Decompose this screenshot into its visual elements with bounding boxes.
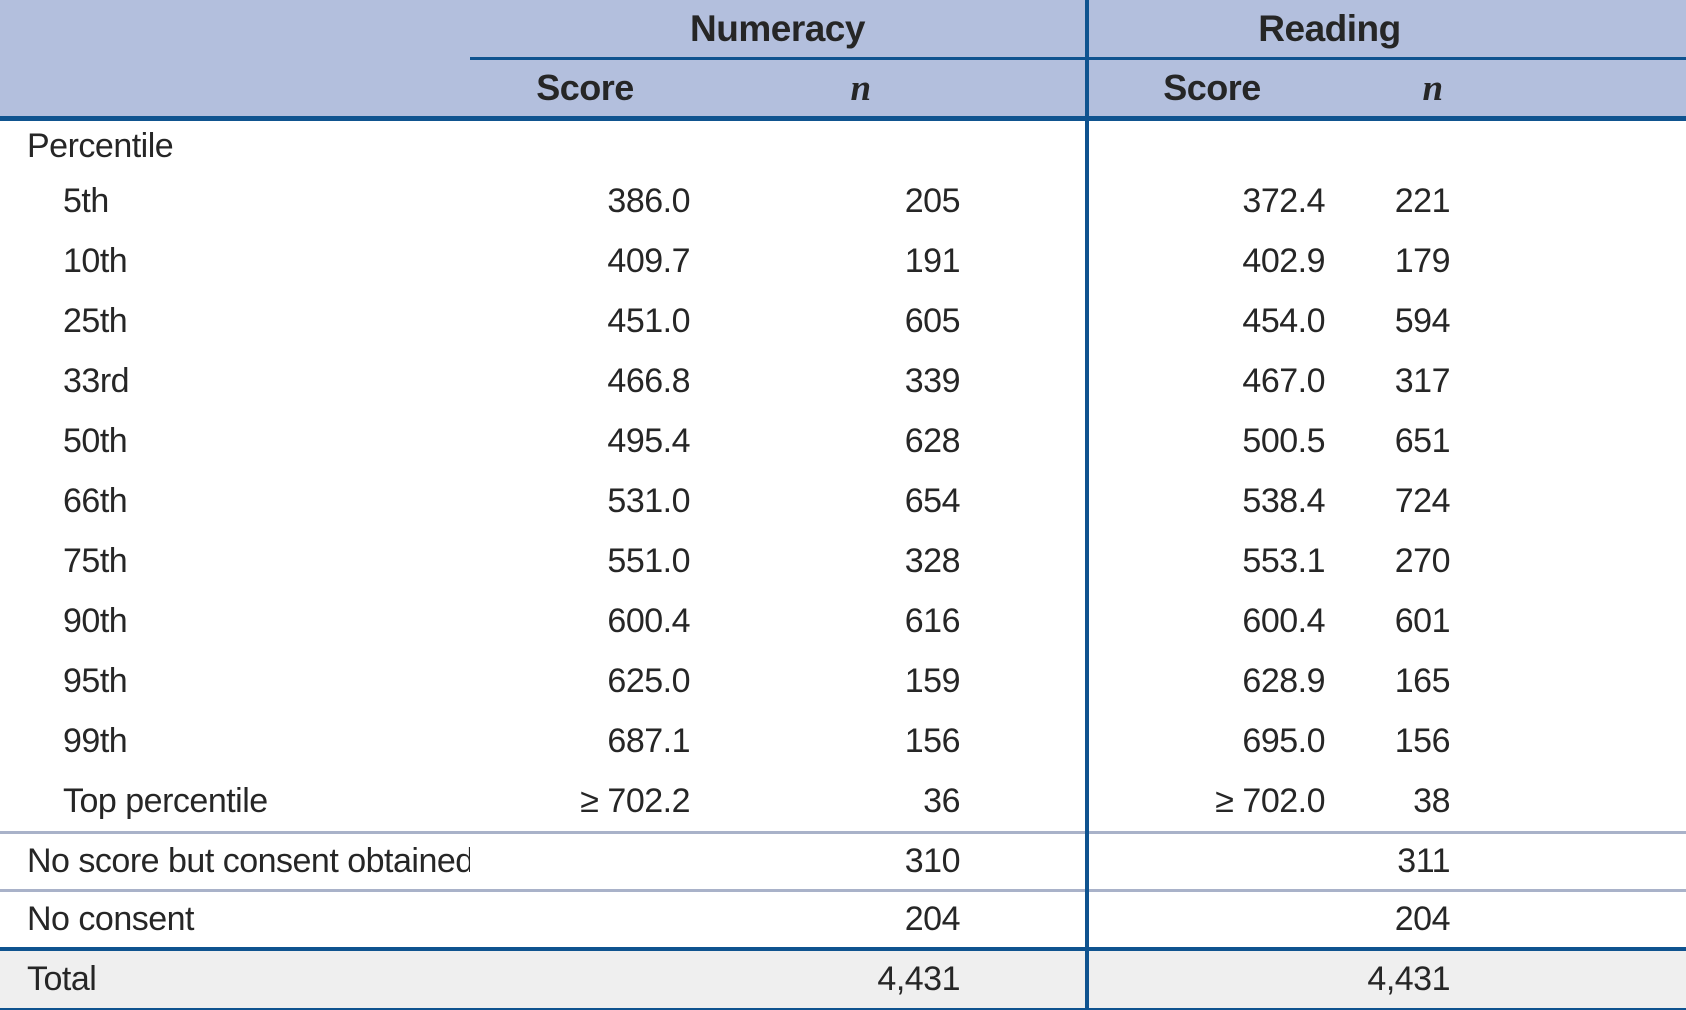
reading-n-cell: 601: [1394, 601, 1451, 640]
table-row-10th: 10th 409.7 191 402.9 179: [0, 231, 1686, 291]
numeracy-n-cell: 205: [700, 171, 1089, 231]
reading-score-cell: 454.0: [1242, 301, 1325, 340]
row-label: Total: [0, 947, 470, 1010]
table-row-33rd: 33rd 466.8 339 467.0 317: [0, 351, 1686, 411]
reading-score-cell: 553.1: [1242, 541, 1325, 580]
reading-n-cell: 594: [1394, 301, 1451, 340]
numeracy-group-header: Numeracy: [470, 0, 1089, 60]
reading-n-cell: 317: [1394, 361, 1451, 400]
row-label: 95th: [63, 661, 128, 700]
reading-score-cell: 628.9: [1242, 661, 1325, 700]
numeracy-score-header: Score: [470, 58, 700, 121]
numeracy-n-cell: 616: [700, 591, 1089, 651]
reading-n-cell: 724: [1394, 481, 1451, 520]
numeracy-n-cell: 310: [700, 831, 1089, 891]
numeracy-n-cell: 159: [700, 651, 1089, 711]
table-row-50th: 50th 495.4 628 500.5 651: [0, 411, 1686, 471]
table-row-total: Total 4,431 4,431: [0, 947, 1686, 1010]
reading-score-cell: 402.9: [1242, 241, 1325, 280]
reading-n-cell: 156: [1394, 721, 1451, 760]
row-label: No consent: [0, 889, 470, 949]
reading-n-cell: 651: [1394, 421, 1451, 460]
group-header-pad: [1570, 0, 1686, 60]
sub-header-row: Score n Score n: [0, 58, 1686, 121]
section-label: Percentile: [27, 126, 174, 165]
row-label: 25th: [63, 301, 128, 340]
numeracy-n-cell: 628: [700, 411, 1089, 471]
reading-score-cell: 600.4: [1242, 601, 1325, 640]
table-row-66th: 66th 531.0 654 538.4 724: [0, 471, 1686, 531]
numeracy-score-cell: 386.0: [607, 181, 690, 220]
numeracy-score-cell: 551.0: [607, 541, 690, 580]
numeracy-n-cell: 156: [700, 711, 1089, 771]
numeracy-n-cell: 654: [700, 471, 1089, 531]
reading-n-cell: 38: [1413, 781, 1450, 820]
row-label: 50th: [63, 421, 128, 460]
numeracy-score-cell: 466.8: [607, 361, 690, 400]
reading-n-cell: 204: [1335, 889, 1570, 949]
numeracy-n-cell: 339: [700, 351, 1089, 411]
row-label: No score but consent obtained: [0, 831, 470, 891]
numeracy-n-cell: 328: [700, 531, 1089, 591]
table-row-no-consent: No consent 204 204: [0, 889, 1686, 949]
reading-n-header: n: [1335, 58, 1570, 121]
numeracy-n-header: n: [700, 58, 1089, 121]
reading-n-cell: 165: [1394, 661, 1451, 700]
numeracy-n-cell: 605: [700, 291, 1089, 351]
stub-header-blank: [0, 0, 470, 59]
reading-score-cell: ≥ 702.0: [1215, 781, 1325, 820]
table-row-95th: 95th 625.0 159 628.9 165: [0, 651, 1686, 711]
section-row: Percentile: [0, 118, 1686, 171]
reading-n-cell: 221: [1394, 181, 1451, 220]
reading-score-cell: 695.0: [1242, 721, 1325, 760]
subheader-pad: [1570, 58, 1686, 121]
numeracy-score-cell: ≥ 702.2: [580, 781, 690, 820]
reading-score-cell: 372.4: [1242, 181, 1325, 220]
table-row-top-percentile: Top percentile ≥ 702.2 36 ≥ 702.0 38: [0, 771, 1686, 833]
table-row-75th: 75th 551.0 328 553.1 270: [0, 531, 1686, 591]
numeracy-score-cell: 625.0: [607, 661, 690, 700]
reading-score-cell: 538.4: [1242, 481, 1325, 520]
group-header-row: Numeracy Reading: [0, 0, 1686, 60]
numeracy-n-cell: 36: [700, 771, 1089, 833]
reading-n-cell: 179: [1394, 241, 1451, 280]
numeracy-score-cell: 495.4: [607, 421, 690, 460]
table-row-5th: 5th 386.0 205 372.4 221: [0, 171, 1686, 231]
row-label: 99th: [63, 721, 128, 760]
numeracy-score-cell: 451.0: [607, 301, 690, 340]
reading-group-header: Reading: [1087, 0, 1570, 60]
numeracy-score-cell: 600.4: [607, 601, 690, 640]
table-row-25th: 25th 451.0 605 454.0 594: [0, 291, 1686, 351]
reading-n-cell: 4,431: [1335, 947, 1570, 1010]
numeracy-n-cell: 191: [700, 231, 1089, 291]
row-label: Top percentile: [63, 781, 268, 820]
reading-n-cell: 270: [1394, 541, 1451, 580]
row-label: 10th: [63, 241, 128, 280]
numeracy-n-cell: 204: [700, 889, 1089, 949]
table-row-99th: 99th 687.1 156 695.0 156: [0, 711, 1686, 771]
stub-subheader-blank: [0, 58, 470, 121]
numeracy-n-cell: 4,431: [700, 947, 1089, 1010]
row-label: 75th: [63, 541, 128, 580]
reading-score-header: Score: [1087, 58, 1335, 121]
reading-score-cell: 467.0: [1242, 361, 1325, 400]
numeracy-score-cell: 687.1: [607, 721, 690, 760]
reading-n-cell: 311: [1335, 831, 1570, 891]
row-label: 5th: [63, 181, 109, 220]
numeracy-score-cell: 409.7: [607, 241, 690, 280]
row-label: 90th: [63, 601, 128, 640]
numeracy-score-cell: 531.0: [607, 481, 690, 520]
table-row-90th: 90th 600.4 616 600.4 601: [0, 591, 1686, 651]
row-label: 33rd: [63, 361, 130, 400]
row-label: 66th: [63, 481, 128, 520]
reading-score-cell: 500.5: [1242, 421, 1325, 460]
table-row-no-score: No score but consent obtained 310 311: [0, 831, 1686, 891]
